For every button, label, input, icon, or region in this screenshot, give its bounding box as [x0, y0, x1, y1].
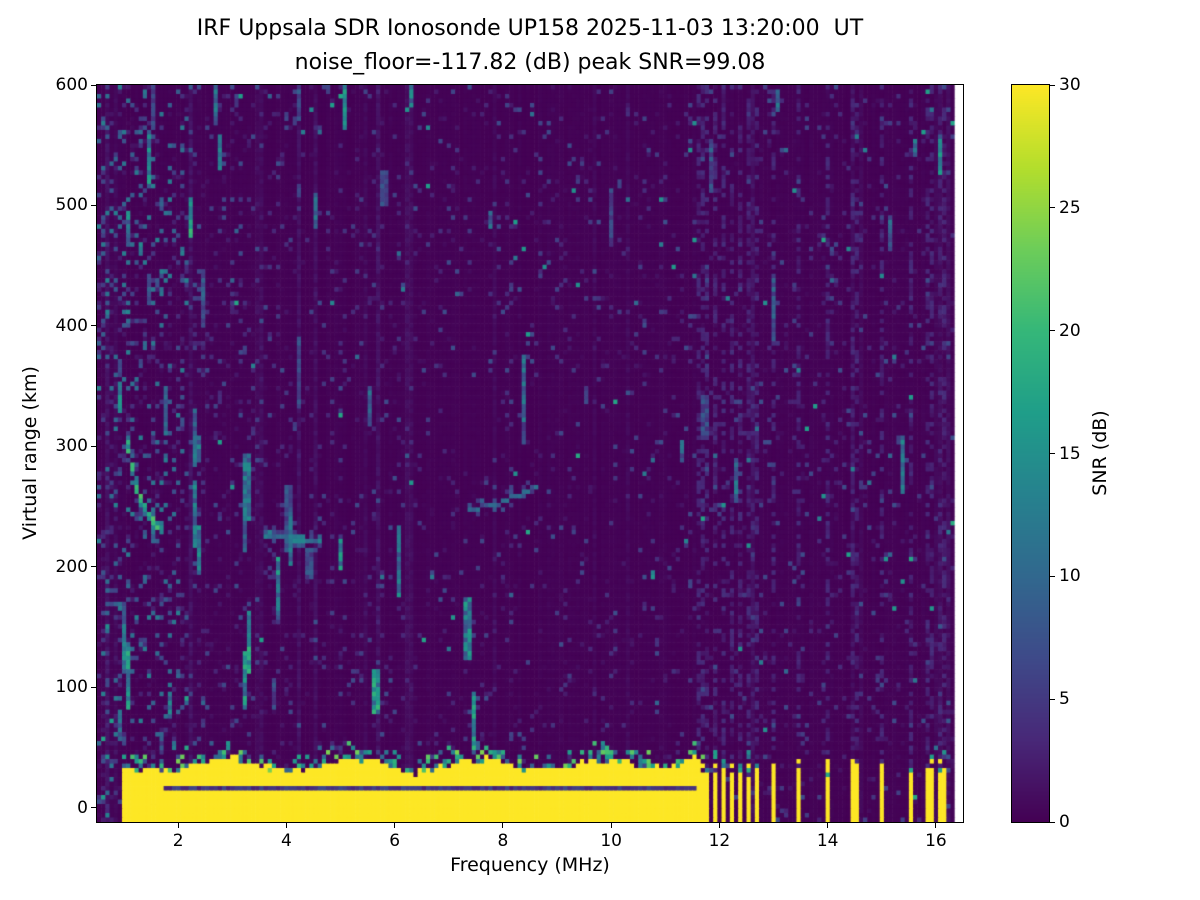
y-tick-label: 100 [55, 677, 88, 698]
chart-title: IRF Uppsala SDR Ionosonde UP158 2025-11-… [196, 16, 864, 41]
colorbar-label: SNR (dB) [1089, 410, 1111, 496]
y-tick-label: 500 [55, 195, 88, 216]
y-tick-mark [91, 445, 96, 447]
y-tick-label: 400 [55, 315, 88, 336]
y-tick-mark [91, 807, 96, 809]
x-tick-mark [610, 823, 612, 828]
colorbar-tick-label: 30 [1059, 75, 1081, 95]
y-tick-label: 0 [77, 797, 88, 818]
y-tick-label: 200 [55, 556, 88, 577]
colorbar-tick-mark [1050, 821, 1055, 823]
x-tick-mark [394, 823, 396, 828]
x-tick-mark [718, 823, 720, 828]
x-tick-mark [935, 823, 937, 828]
y-tick-mark [91, 686, 96, 688]
x-axis-label: Frequency (MHz) [450, 854, 610, 876]
y-tick-mark [91, 325, 96, 327]
x-tick-label: 2 [172, 831, 184, 851]
colorbar-tick-mark [1050, 575, 1055, 577]
x-tick-label: 10 [600, 831, 622, 851]
colorbar-tick-label: 10 [1059, 566, 1081, 587]
x-tick-label: 8 [497, 831, 509, 851]
y-axis-label: Virtual range (km) [19, 366, 41, 540]
x-tick-label: 4 [281, 831, 292, 851]
y-tick-mark [91, 204, 96, 206]
colorbar-tick-mark [1050, 84, 1055, 86]
x-tick-label: 16 [925, 831, 947, 851]
x-tick-label: 12 [708, 831, 731, 851]
x-tick-mark [177, 823, 179, 828]
colorbar-tick-mark [1050, 453, 1055, 454]
x-tick-label: 14 [816, 831, 839, 851]
y-tick-mark [91, 84, 96, 86]
colorbar-tick-mark [1050, 207, 1055, 209]
colorbar-tick-label: 15 [1059, 443, 1081, 464]
x-tick-mark [285, 823, 287, 828]
colorbar-tick-mark [1050, 330, 1055, 332]
y-tick-label: 600 [55, 75, 88, 95]
x-tick-mark [502, 823, 504, 828]
ionogram-heatmap [96, 84, 964, 823]
x-tick-label: 6 [389, 831, 401, 851]
colorbar-gradient [1011, 84, 1050, 823]
colorbar-tick-label: 0 [1059, 812, 1070, 832]
colorbar-tick-label: 25 [1059, 197, 1081, 218]
chart-subtitle: noise_floor=-117.82 (dB) peak SNR=99.08 [294, 50, 766, 75]
y-tick-label: 300 [55, 436, 88, 457]
colorbar-tick-label: 20 [1059, 320, 1081, 341]
colorbar-tick-label: 5 [1059, 689, 1070, 710]
colorbar-tick-mark [1050, 698, 1055, 700]
y-tick-mark [91, 566, 96, 568]
x-tick-mark [827, 823, 829, 828]
